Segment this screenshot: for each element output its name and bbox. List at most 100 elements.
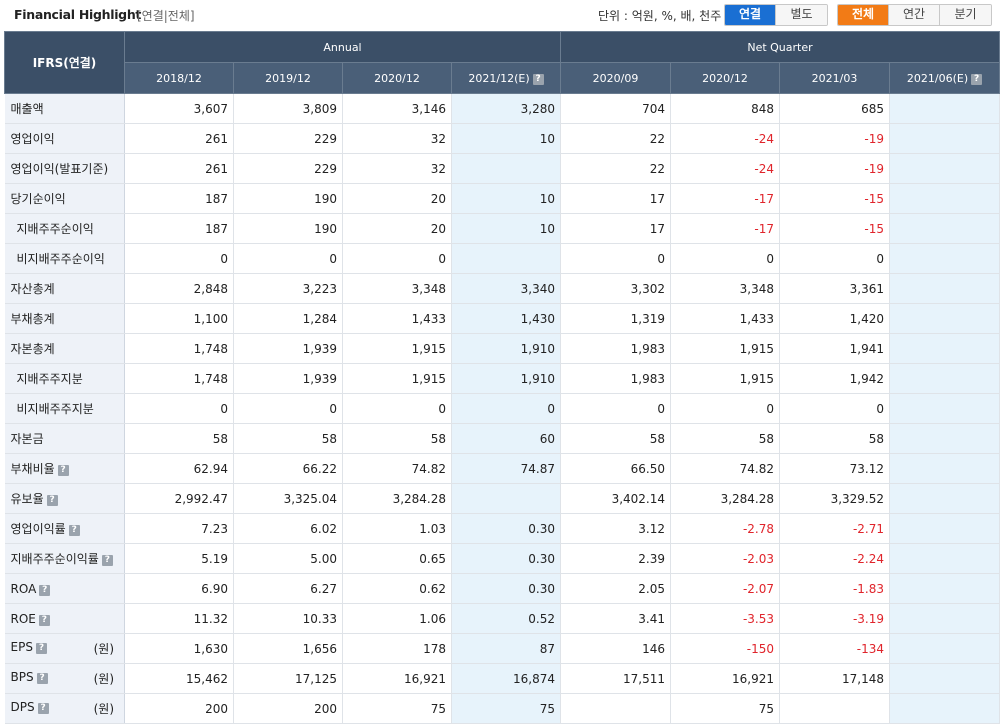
- quarter-button[interactable]: 분기: [940, 5, 991, 25]
- table-cell: [889, 483, 1000, 514]
- table-cell: 187: [124, 213, 234, 244]
- table-cell: 229: [233, 123, 343, 154]
- table-cell: 261: [124, 123, 234, 154]
- table-row: 지배주주지분 1,748 1,939 1,915 1,910 1,983 1,915 1,94…: [4, 363, 1000, 394]
- row-label: 영업이익(발표기준): [4, 153, 125, 184]
- table-cell: -2.71: [779, 513, 890, 544]
- help-icon[interactable]: ?: [57, 465, 69, 476]
- table-row: 자산총계 2,848 3,223 3,348 3,340 3,302 3,348 3,361: [4, 273, 1000, 304]
- table-cell: 261: [124, 153, 234, 184]
- table-cell: 1.06: [342, 603, 452, 634]
- period-label: 2020/12: [702, 71, 748, 85]
- row-label: 부채비율?: [4, 453, 125, 484]
- table-cell: 3,223: [233, 273, 343, 304]
- table-cell: [889, 183, 1000, 214]
- table-cell: -24: [670, 123, 780, 154]
- row-label-text: 부채비율: [10, 462, 55, 476]
- table-row: 부채비율? 62.94 66.22 74.82 74.87 66.50 74.82 73.12: [4, 453, 1000, 484]
- row-label: BPS? (원): [4, 663, 125, 694]
- table-cell: 1,430: [451, 303, 561, 334]
- table-cell: 62.94: [124, 453, 234, 484]
- table-cell: [889, 423, 1000, 454]
- table-cell: 0.30: [451, 573, 561, 604]
- table-cell: 0: [124, 243, 234, 274]
- table-cell: 22: [560, 123, 671, 154]
- table-cell: [889, 663, 1000, 694]
- table-row: 영업이익률? 7.23 6.02 1.03 0.30 3.12 -2.78 -2.71: [4, 513, 1000, 544]
- help-icon[interactable]: ?: [971, 73, 983, 85]
- table-cell: 58: [779, 423, 890, 454]
- table-cell: 17,148: [779, 663, 890, 694]
- table-cell: 3,361: [779, 273, 890, 304]
- table-cell: 10: [451, 213, 561, 244]
- row-label-text: BPS: [10, 670, 34, 684]
- table-cell: [560, 693, 671, 724]
- table-row: 지배주주순이익 187 190 20 10 17 -17 -15: [4, 213, 1000, 244]
- help-icon[interactable]: ?: [37, 703, 49, 714]
- table-cell: 190: [233, 183, 343, 214]
- consolidated-button[interactable]: 연결: [725, 5, 776, 25]
- table-cell: 74.82: [342, 453, 452, 484]
- table-cell: -150: [670, 633, 780, 664]
- table-cell: 58: [670, 423, 780, 454]
- table-cell: 60: [451, 423, 561, 454]
- help-icon[interactable]: ?: [46, 495, 58, 506]
- table-cell: 2.05: [560, 573, 671, 604]
- row-label: 자본총계: [4, 333, 125, 364]
- table-cell: 5.19: [124, 543, 234, 574]
- help-icon[interactable]: ?: [101, 555, 113, 566]
- row-label-text: 영업이익: [10, 132, 55, 146]
- row-label-text: 지배주주순이익률: [10, 552, 99, 566]
- period-label: 2021/12(E): [468, 71, 530, 85]
- all-period-button[interactable]: 전체: [838, 5, 889, 25]
- table-cell: 17: [560, 183, 671, 214]
- period-label: 2021/06(E): [906, 71, 969, 85]
- table-cell: 3,607: [124, 93, 234, 124]
- row-label-text: 당기순이익: [10, 192, 66, 206]
- table-cell: -19: [779, 153, 890, 184]
- help-icon[interactable]: ?: [68, 525, 80, 536]
- table-cell: 0: [342, 243, 452, 274]
- table-cell: -134: [779, 633, 890, 664]
- row-label-text: 지배주주지분: [16, 372, 83, 386]
- help-icon[interactable]: ?: [532, 73, 544, 85]
- table-cell: 58: [233, 423, 343, 454]
- row-label: ROE?: [4, 603, 125, 634]
- table-cell: 32: [342, 153, 452, 184]
- row-label: 비지배주주지분: [4, 393, 125, 424]
- help-icon[interactable]: ?: [39, 584, 51, 596]
- table-cell: [889, 513, 1000, 544]
- row-label: 지배주주지분: [4, 363, 125, 394]
- period-header: 2021/03: [779, 62, 890, 94]
- help-icon[interactable]: ?: [36, 673, 48, 684]
- table-cell: 73.12: [779, 453, 890, 484]
- table-cell: -17: [670, 213, 780, 244]
- table-cell: 7.23: [124, 513, 234, 544]
- separate-button[interactable]: 별도: [776, 5, 827, 25]
- table-cell: 0: [342, 393, 452, 424]
- table-cell: 190: [233, 213, 343, 244]
- table-cell: 75: [451, 693, 561, 724]
- help-icon[interactable]: ?: [38, 614, 50, 626]
- table-cell: 10: [451, 123, 561, 154]
- table-cell: 0: [670, 393, 780, 424]
- row-label: 부채총계: [4, 303, 125, 334]
- section-title: Financial Highlight: [14, 7, 142, 22]
- row-label-text: 유보율: [10, 492, 44, 506]
- table-cell: [451, 153, 561, 184]
- table-cell: 20: [342, 213, 452, 244]
- table-cell: 1,942: [779, 363, 890, 394]
- annual-button[interactable]: 연간: [889, 5, 940, 25]
- table-cell: [889, 363, 1000, 394]
- row-label: 자본금: [4, 423, 125, 454]
- period-header: 2019/12: [233, 62, 343, 94]
- table-cell: 2.39: [560, 543, 671, 574]
- help-icon[interactable]: ?: [35, 643, 47, 654]
- table-cell: 0: [779, 243, 890, 274]
- table-cell: 3,302: [560, 273, 671, 304]
- row-label-text: 매출액: [10, 102, 44, 116]
- table-cell: [889, 693, 1000, 724]
- annual-group-header: Annual: [124, 31, 561, 63]
- table-cell: -15: [779, 183, 890, 214]
- row-label: 지배주주순이익: [4, 213, 125, 244]
